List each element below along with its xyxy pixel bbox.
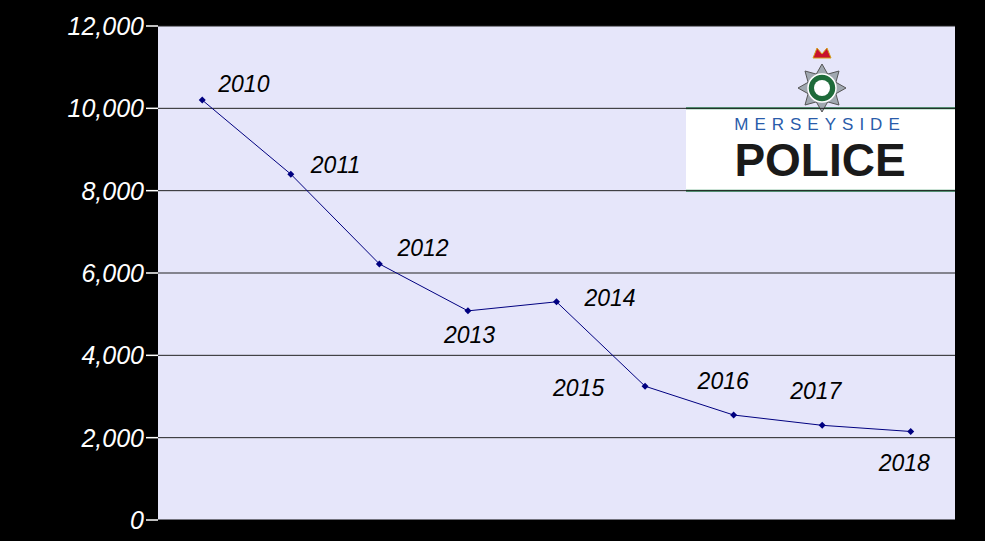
grid-line — [158, 108, 955, 109]
crest — [798, 48, 846, 112]
marker — [199, 97, 206, 104]
tick-mark — [146, 190, 158, 192]
grid-line — [158, 190, 955, 191]
tick-label: 10,000 — [68, 94, 145, 122]
category-label: 2017 — [789, 378, 842, 404]
crest-star — [798, 64, 846, 112]
logo-text: POLICE — [734, 134, 905, 186]
tick-label: 4,000 — [81, 341, 144, 369]
marker — [464, 307, 471, 314]
chart: MERSEYSIDEPOLICE 0 2,000 4,000 6,000 8,000 10,… — [0, 0, 985, 541]
category-label: 2014 — [584, 285, 636, 311]
category-label: 2018 — [878, 450, 930, 476]
marker — [553, 298, 560, 305]
grid-line — [158, 273, 955, 274]
grid-line — [158, 437, 955, 438]
marker — [819, 422, 826, 429]
crest-ring — [808, 74, 836, 102]
plot-area — [158, 26, 955, 520]
grid-line — [158, 355, 955, 356]
tick-mark — [146, 25, 158, 27]
crest-crown — [813, 48, 831, 58]
line — [202, 100, 910, 431]
tick-label: 12,000 — [68, 12, 145, 40]
tick-label: 8,000 — [81, 177, 144, 205]
grid-line — [158, 26, 955, 27]
marker — [376, 260, 383, 267]
marker — [642, 383, 649, 390]
marker — [287, 171, 294, 178]
logo: MERSEYSIDEPOLICE — [686, 48, 955, 191]
category-label: 2016 — [697, 368, 749, 394]
marker — [730, 412, 737, 419]
tick-mark — [146, 519, 158, 521]
chart-root: MERSEYSIDEPOLICE 0 2,000 4,000 6,000 8,000 10,… — [0, 0, 985, 541]
category-label: 2010 — [217, 71, 269, 97]
x-axis — [158, 520, 955, 521]
logo-text: MERSEYSIDE — [734, 115, 905, 134]
category-label: 2011 — [310, 152, 360, 178]
tick-mark — [146, 437, 158, 439]
tick-label: 2,000 — [80, 424, 144, 452]
tick-label: 6,000 — [81, 259, 144, 287]
category-label: 2015 — [552, 375, 604, 401]
category-label: 2013 — [443, 322, 495, 348]
series — [199, 97, 914, 435]
tick-label: 0 — [130, 506, 144, 534]
tick-mark — [146, 272, 158, 274]
category-label: 2012 — [396, 235, 448, 261]
tick-mark — [146, 108, 158, 110]
tick-mark — [146, 355, 158, 357]
background — [0, 0, 985, 541]
logo-box — [686, 108, 955, 190]
marker — [907, 428, 914, 435]
crest-centre — [814, 80, 830, 96]
